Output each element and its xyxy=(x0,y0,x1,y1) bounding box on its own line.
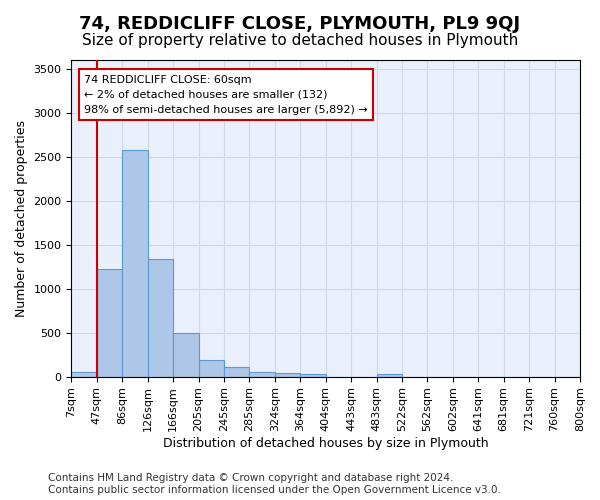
Bar xyxy=(148,259,173,376)
Bar xyxy=(173,332,199,376)
Bar xyxy=(71,372,97,376)
Y-axis label: Number of detached properties: Number of detached properties xyxy=(15,120,28,317)
Bar xyxy=(377,374,402,376)
Bar xyxy=(122,150,148,376)
Text: 74, REDDICLIFF CLOSE, PLYMOUTH, PL9 9QJ: 74, REDDICLIFF CLOSE, PLYMOUTH, PL9 9QJ xyxy=(79,15,521,33)
Bar xyxy=(250,372,275,376)
Bar xyxy=(97,268,122,376)
Text: Size of property relative to detached houses in Plymouth: Size of property relative to detached ho… xyxy=(82,32,518,48)
Bar xyxy=(224,368,250,376)
X-axis label: Distribution of detached houses by size in Plymouth: Distribution of detached houses by size … xyxy=(163,437,488,450)
Bar xyxy=(199,360,224,376)
Text: Contains HM Land Registry data © Crown copyright and database right 2024.
Contai: Contains HM Land Registry data © Crown c… xyxy=(48,474,501,495)
Text: 74 REDDICLIFF CLOSE: 60sqm
← 2% of detached houses are smaller (132)
98% of semi: 74 REDDICLIFF CLOSE: 60sqm ← 2% of detac… xyxy=(84,75,368,114)
Bar xyxy=(300,374,326,376)
Bar xyxy=(275,373,300,376)
